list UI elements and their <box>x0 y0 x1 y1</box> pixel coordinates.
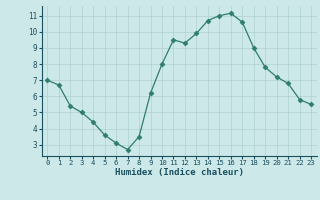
X-axis label: Humidex (Indice chaleur): Humidex (Indice chaleur) <box>115 168 244 177</box>
